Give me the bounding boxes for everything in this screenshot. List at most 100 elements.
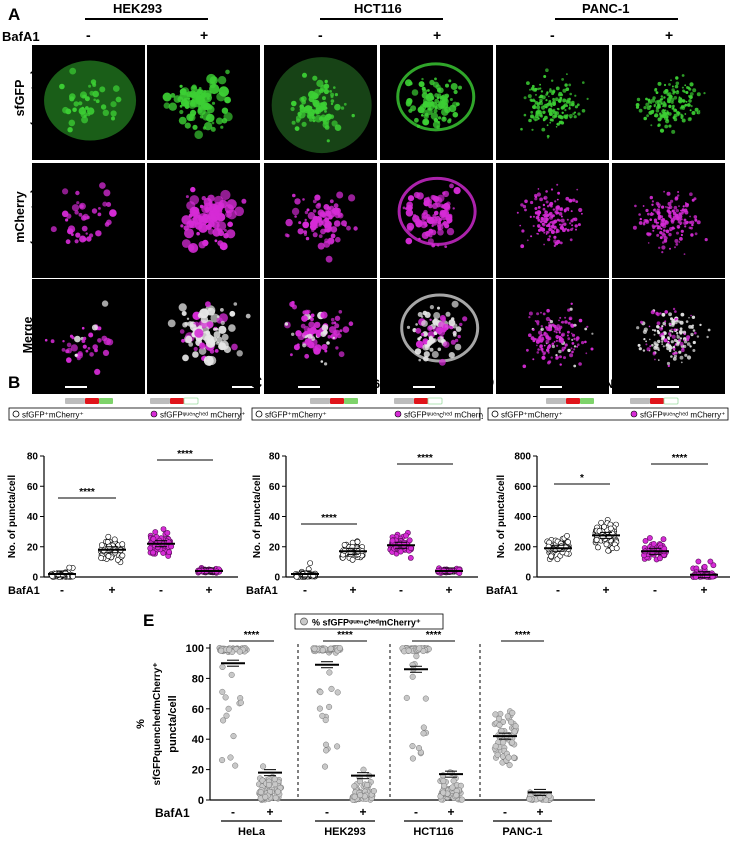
- punctum: [334, 323, 340, 329]
- punctum: [88, 332, 94, 338]
- punctum: [429, 318, 432, 321]
- punctum: [670, 340, 674, 344]
- punctum: [567, 321, 571, 325]
- punctum: [548, 95, 550, 98]
- punctum: [545, 233, 548, 235]
- punctum: [550, 215, 554, 218]
- punctum: [674, 196, 679, 200]
- punctum: [643, 221, 645, 224]
- punctum: [207, 307, 216, 316]
- punctum: [632, 225, 637, 230]
- punctum: [320, 313, 325, 318]
- data-point: [150, 536, 157, 542]
- punctum: [462, 316, 468, 322]
- punctum: [425, 230, 431, 237]
- x-tick-label: -: [399, 583, 403, 597]
- punctum: [688, 94, 691, 98]
- punctum: [681, 86, 684, 89]
- punctum: [429, 347, 434, 352]
- punctum: [311, 228, 315, 233]
- punctum: [561, 111, 564, 115]
- punctum: [568, 107, 571, 110]
- punctum: [333, 203, 339, 209]
- punctum: [241, 198, 247, 204]
- punctum: [453, 333, 457, 337]
- punctum: [353, 226, 358, 231]
- data-point: [341, 541, 348, 548]
- panel-letter-e: E: [143, 611, 155, 630]
- data-point: [316, 705, 323, 712]
- punctum: [656, 211, 661, 215]
- punctum: [684, 84, 687, 87]
- punctum: [647, 212, 650, 216]
- punctum: [446, 227, 455, 236]
- legend-label: sfGFPᵠᵘᵉⁿcʰᵉᵈ mCherry⁺: [404, 411, 483, 420]
- punctum: [95, 99, 100, 104]
- punctum: [220, 308, 224, 312]
- punctum: [421, 114, 424, 117]
- punctum: [190, 85, 198, 92]
- punctum: [62, 188, 69, 195]
- punctum: [313, 101, 320, 108]
- punctum: [682, 205, 685, 208]
- data-point: [494, 751, 501, 758]
- chart-title: HCT116: [336, 377, 380, 391]
- punctum: [102, 109, 110, 117]
- y-tick-label: 40: [27, 512, 39, 523]
- data-point: [357, 792, 364, 799]
- punctum: [658, 359, 660, 361]
- punctum: [676, 342, 680, 347]
- punctum: [578, 207, 583, 213]
- punctum: [570, 302, 573, 305]
- treatment-label: BafA1: [155, 806, 190, 820]
- punctum: [200, 315, 209, 324]
- punctum: [320, 103, 323, 106]
- punctum: [673, 328, 676, 332]
- micrograph-cell: [496, 163, 609, 278]
- punctum: [307, 327, 312, 332]
- punctum: [420, 332, 425, 337]
- punctum: [330, 317, 335, 322]
- punctum: [536, 344, 538, 347]
- punctum: [529, 88, 531, 91]
- punctum: [680, 312, 685, 317]
- punctum: [544, 105, 548, 109]
- punctum: [549, 121, 552, 124]
- y-tick-label: 60: [269, 482, 281, 493]
- punctum: [446, 220, 451, 224]
- significance-label: ****: [337, 630, 353, 641]
- punctum: [234, 206, 244, 217]
- data-point: [409, 673, 416, 680]
- data-point: [262, 793, 269, 801]
- punctum: [87, 347, 91, 350]
- punctum: [310, 220, 318, 228]
- punctum: [437, 116, 442, 120]
- punctum: [535, 112, 539, 116]
- punctum: [651, 200, 654, 203]
- punctum: [422, 310, 428, 316]
- data-point: [160, 526, 167, 532]
- punctum: [431, 243, 436, 248]
- punctum: [564, 316, 567, 319]
- punctum: [78, 212, 83, 217]
- punctum: [661, 325, 664, 328]
- punctum: [424, 332, 427, 336]
- punctum: [581, 109, 586, 113]
- punctum: [547, 344, 552, 349]
- punctum: [536, 351, 540, 354]
- punctum: [696, 92, 701, 97]
- punctum: [202, 126, 207, 130]
- punctum: [79, 91, 88, 99]
- punctum: [671, 85, 674, 88]
- punctum: [296, 343, 300, 347]
- punctum: [680, 233, 683, 237]
- punctum: [304, 218, 307, 222]
- punctum: [416, 124, 421, 128]
- punctum: [561, 341, 564, 344]
- punctum: [291, 207, 300, 216]
- punctum: [675, 76, 679, 80]
- punctum: [195, 210, 199, 214]
- punctum: [667, 340, 670, 343]
- y-tick-label: 80: [192, 673, 204, 685]
- punctum: [310, 313, 315, 318]
